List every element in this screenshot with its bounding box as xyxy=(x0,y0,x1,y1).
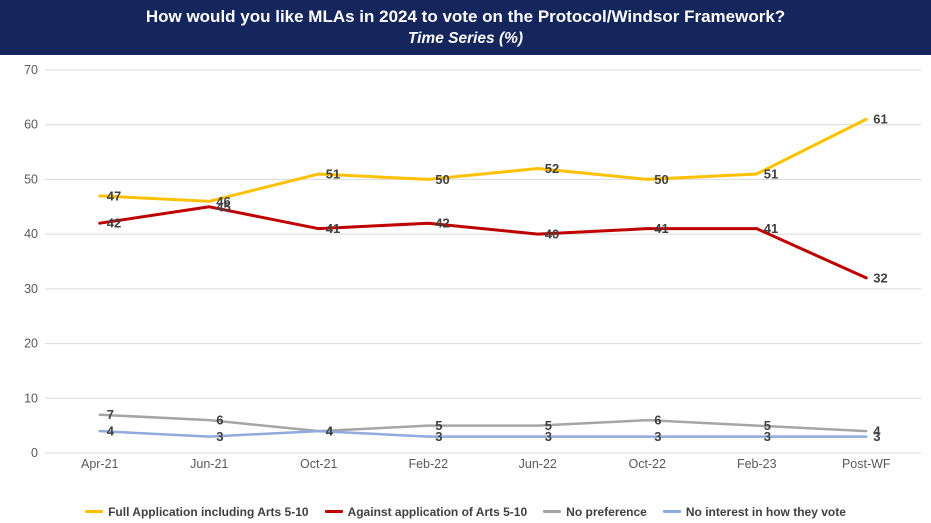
series-line xyxy=(98,429,868,438)
legend-swatch xyxy=(324,510,343,513)
data-label: 42 xyxy=(435,216,449,231)
series-line xyxy=(98,413,868,433)
data-label: 41 xyxy=(654,221,668,236)
legend-item: No preference xyxy=(543,505,647,519)
y-axis-tick: 50 xyxy=(24,172,38,186)
data-label: 5 xyxy=(435,418,442,433)
legend-label: No preference xyxy=(566,504,647,519)
legend-item: Against application of Arts 5-10 xyxy=(324,504,528,519)
data-label: 50 xyxy=(435,172,449,187)
data-label: 3 xyxy=(545,429,552,444)
data-label: 47 xyxy=(107,188,121,203)
y-axis-tick: 70 xyxy=(24,63,38,77)
legend-item: No interest in how they vote xyxy=(662,504,846,519)
x-axis-tick: Feb-23 xyxy=(737,457,777,471)
data-label: 41 xyxy=(326,221,340,236)
x-axis-tick: Post-WF xyxy=(842,457,891,471)
series-line xyxy=(98,205,868,280)
data-label: 46 xyxy=(216,194,230,209)
x-axis-tick: Apr-21 xyxy=(81,457,119,471)
chart-title-bar: How would you like MLAs in 2024 to vote … xyxy=(0,0,931,55)
x-axis-tick: Oct-22 xyxy=(628,457,666,471)
legend-item: Full Application including Arts 5-10 xyxy=(85,504,309,519)
x-axis-tick: Jun-21 xyxy=(190,457,228,471)
y-axis-tick: 30 xyxy=(24,282,38,296)
y-axis-tick: 10 xyxy=(24,391,38,405)
data-label: 4 xyxy=(326,424,334,439)
data-label: 51 xyxy=(326,166,340,181)
data-label: 3 xyxy=(435,429,442,444)
chart-title: How would you like MLAs in 2024 to vote … xyxy=(145,6,786,26)
legend-swatch xyxy=(543,510,562,513)
data-label: 51 xyxy=(764,166,778,181)
data-label: 42 xyxy=(107,216,121,231)
data-label: 32 xyxy=(873,270,887,285)
data-label: 45 xyxy=(216,199,230,214)
data-label: 5 xyxy=(764,418,771,433)
chart-legend: Full Application including Arts 5-10 Agai… xyxy=(0,500,931,523)
legend-label: No interest in how they vote xyxy=(685,504,846,519)
data-label: 6 xyxy=(216,413,223,428)
chart-subtitle: Time Series (%) xyxy=(407,29,524,47)
x-axis-tick: Feb-22 xyxy=(408,457,448,471)
legend-swatch xyxy=(85,510,104,513)
data-label: 50 xyxy=(654,172,668,187)
y-axis-tick: 20 xyxy=(24,337,38,351)
data-label: 52 xyxy=(545,161,559,176)
data-label: 4 xyxy=(326,424,334,439)
data-label: 3 xyxy=(654,429,661,444)
data-label: 7 xyxy=(107,407,114,422)
data-label: 41 xyxy=(764,221,778,236)
legend-swatch xyxy=(662,510,681,513)
data-label: 61 xyxy=(873,112,887,127)
data-label: 4 xyxy=(873,424,881,439)
data-label: 4 xyxy=(107,424,115,439)
y-axis-tick: 0 xyxy=(31,446,38,460)
x-axis-tick: Jun-22 xyxy=(519,457,557,471)
legend-label: Against application of Arts 5-10 xyxy=(347,504,528,519)
x-axis-tick: Oct-21 xyxy=(300,457,338,471)
y-axis-tick: 60 xyxy=(24,118,38,132)
series-line xyxy=(98,117,868,203)
legend-label: Full Application including Arts 5-10 xyxy=(108,504,309,519)
data-label: 5 xyxy=(545,418,552,433)
plot-area: 0 10 20 30 40 50 60 70 Apr-21 Jun-21 Oct-21 Feb-22 J… xyxy=(24,63,921,471)
data-label: 3 xyxy=(764,429,771,444)
line-chart: 0 10 20 30 40 50 60 70 Apr-21 Jun-21 Oct-21 Feb-22 J… xyxy=(0,55,931,500)
data-label: 6 xyxy=(654,413,661,428)
data-label: 40 xyxy=(545,227,559,242)
y-axis-tick: 40 xyxy=(24,227,38,241)
data-label: 3 xyxy=(873,429,880,444)
data-label: 3 xyxy=(216,429,223,444)
